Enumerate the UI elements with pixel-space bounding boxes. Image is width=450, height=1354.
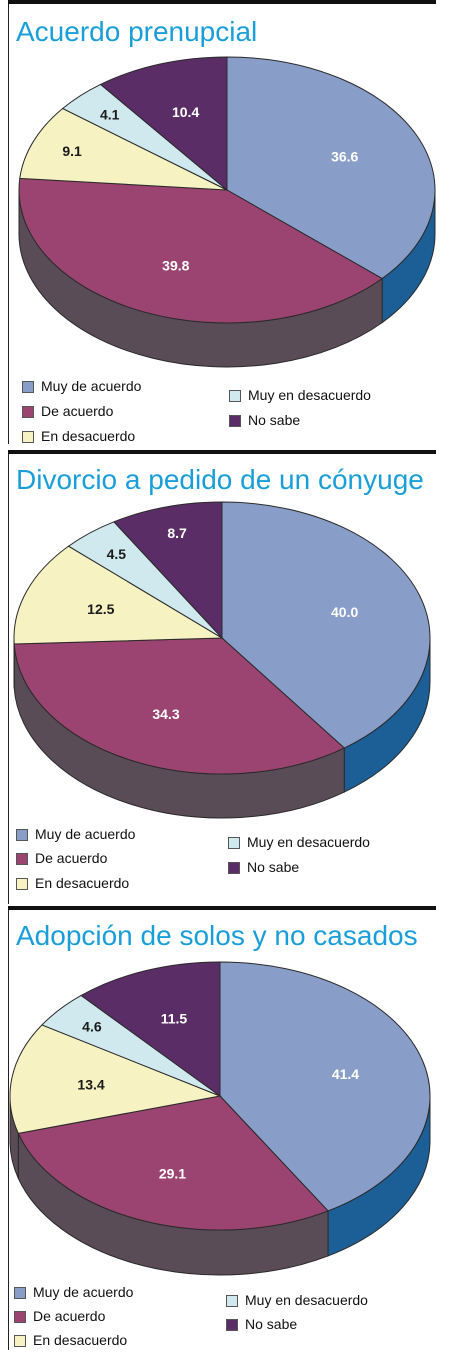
legend-swatch xyxy=(16,829,28,841)
legend-item-en-desacuerdo: En desacuerdo xyxy=(16,875,129,891)
pie-value-label-no-sabe: 11.5 xyxy=(161,1010,188,1026)
pie-value-label-no-sabe: 10.4 xyxy=(172,104,199,120)
pie-slice-muy-de-acuerdo xyxy=(219,961,431,1212)
legend-label: De acuerdo xyxy=(33,1308,106,1324)
legend-item-en-desacuerdo: En desacuerdo xyxy=(14,1332,127,1348)
pie-value-label-muy-en-desacuerdo: 4.5 xyxy=(107,546,127,562)
panel-rule xyxy=(8,906,436,910)
panel-side-rule xyxy=(8,4,9,444)
pie-chart: 41.4 29.1 13.4 4.6 11.5 xyxy=(9,961,431,1276)
pie-slice-no-sabe xyxy=(80,961,221,1097)
panel-side-rule xyxy=(8,454,9,904)
legend-item-de-acuerdo: De acuerdo xyxy=(16,850,107,866)
legend-item-en-desacuerdo: En desacuerdo xyxy=(22,428,135,444)
pie-slice-en-desacuerdo xyxy=(19,107,228,191)
legend-label: Muy en desacuerdo xyxy=(247,834,370,850)
legend-swatch xyxy=(22,381,34,393)
panel-rule xyxy=(8,0,436,4)
legend-swatch xyxy=(228,837,240,849)
pie-slice-no-sabe xyxy=(113,501,223,640)
pie-value-label-de-acuerdo: 39.8 xyxy=(162,258,189,274)
pie-slice-de-acuerdo xyxy=(17,1095,329,1231)
legend-label: No sabe xyxy=(247,859,300,875)
legend-item-no-sabe: No sabe xyxy=(226,1316,297,1332)
pie-value-label-muy-en-desacuerdo: 4.1 xyxy=(100,107,120,123)
pie-slice-en-desacuerdo xyxy=(13,545,224,645)
pie-value-label-no-sabe: 8.7 xyxy=(167,525,187,541)
legend-swatch xyxy=(16,853,28,865)
pie-chart: 40.0 34.3 12.5 4.5 8.7 xyxy=(13,501,431,819)
legend-item-de-acuerdo: De acuerdo xyxy=(14,1308,105,1324)
legend-label: En desacuerdo xyxy=(33,1332,128,1348)
pie-chart: 36.6 39.8 9.1 4.1 10.4 xyxy=(18,56,436,368)
legend-swatch xyxy=(22,431,34,443)
chart-panel-3: Adopción de solos y no casados 41.4 29.1 1… xyxy=(0,906,450,1354)
legend-item-muy-en-desacuerdo: Muy en desacuerdo xyxy=(226,1292,368,1308)
pie-slice-muy-de-acuerdo xyxy=(221,501,431,749)
chart-panel-2: Divorcio a pedido de un cónyuge 40.0 34.3… xyxy=(0,450,450,906)
legend-swatch xyxy=(22,406,34,418)
legend-label: De acuerdo xyxy=(41,403,114,419)
pie-value-label-muy-en-desacuerdo: 4.6 xyxy=(82,1019,102,1035)
pie-slice-no-sabe xyxy=(99,56,228,192)
legend-label: Muy de acuerdo xyxy=(35,826,136,842)
panel-side-rule xyxy=(8,910,9,1350)
pie-value-label-muy-de-acuerdo: 40.0 xyxy=(331,604,358,620)
legend-label: No sabe xyxy=(248,412,301,428)
legend-item-muy-de-acuerdo: Muy de acuerdo xyxy=(16,826,135,842)
legend-label: Muy en desacuerdo xyxy=(248,387,371,403)
legend-item-no-sabe: No sabe xyxy=(229,412,300,428)
pie-slice-en-desacuerdo xyxy=(9,1024,222,1134)
pie-value-label-muy-de-acuerdo: 36.6 xyxy=(331,148,358,164)
legend-item-muy-de-acuerdo: Muy de acuerdo xyxy=(14,1284,133,1300)
panel-rule xyxy=(8,450,436,454)
chart-panel-1: Acuerdo prenupcial 36.6 39.8 9.1 4.1 10.4 Mu… xyxy=(0,0,450,450)
chart-title: Acuerdo prenupcial xyxy=(16,16,258,47)
pie-value-label-en-desacuerdo: 13.4 xyxy=(77,1077,104,1093)
pie-value-label-en-desacuerdo: 12.5 xyxy=(87,601,114,617)
legend-swatch xyxy=(14,1311,26,1323)
legend-swatch xyxy=(228,862,240,874)
pie-slice-de-acuerdo xyxy=(18,177,384,324)
legend-swatch xyxy=(16,878,28,890)
chart-title: Adopción de solos y no casados xyxy=(16,920,418,951)
legend-label: En desacuerdo xyxy=(35,875,130,891)
legend-swatch xyxy=(226,1319,238,1331)
legend-label: No sabe xyxy=(245,1316,298,1332)
chart-title: Divorcio a pedido de un cónyuge xyxy=(16,464,424,495)
pie-value-label-muy-de-acuerdo: 41.4 xyxy=(332,1066,359,1082)
legend-item-muy-en-desacuerdo: Muy en desacuerdo xyxy=(229,387,371,403)
legend-item-de-acuerdo: De acuerdo xyxy=(22,403,113,419)
pie-slice-de-acuerdo xyxy=(13,637,346,775)
legend-label: Muy de acuerdo xyxy=(33,1284,134,1300)
legend-swatch xyxy=(14,1335,26,1347)
legend-swatch xyxy=(229,390,241,402)
legend-item-muy-en-desacuerdo: Muy en desacuerdo xyxy=(228,834,370,850)
pie-value-label-en-desacuerdo: 9.1 xyxy=(62,143,82,159)
legend-swatch xyxy=(226,1295,238,1307)
pie-slice-muy-de-acuerdo xyxy=(226,56,436,280)
legend-label: De acuerdo xyxy=(35,850,108,866)
pie-value-label-de-acuerdo: 29.1 xyxy=(159,1165,186,1181)
legend-label: En desacuerdo xyxy=(41,428,136,444)
legend-label: Muy de acuerdo xyxy=(41,378,142,394)
legend-item-no-sabe: No sabe xyxy=(228,859,299,875)
legend-swatch xyxy=(14,1287,26,1299)
pie-value-label-de-acuerdo: 34.3 xyxy=(152,706,179,722)
legend-swatch xyxy=(229,415,241,427)
legend-label: Muy en desacuerdo xyxy=(245,1292,368,1308)
legend-item-muy-de-acuerdo: Muy de acuerdo xyxy=(22,378,141,394)
